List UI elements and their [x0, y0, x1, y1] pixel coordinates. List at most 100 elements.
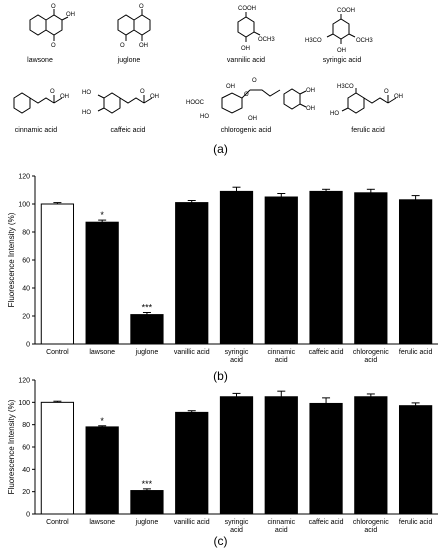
substituent-label: HO [82, 110, 91, 116]
substituent-label: OH [337, 48, 346, 54]
y-tick-label: 120 [18, 378, 30, 385]
substituent-label: COOH [238, 6, 256, 12]
category-label: cinnamic acid [267, 349, 295, 364]
substituent-label: OH [241, 46, 250, 52]
panel-label-b: (b) [213, 369, 228, 383]
panel-label-a: (a) [213, 142, 228, 156]
y-tick-label: 60 [22, 445, 30, 452]
substituent-label: O [140, 89, 145, 95]
bar [130, 490, 164, 515]
y-tick-label: 0 [26, 342, 30, 349]
substituent-label: O [51, 43, 56, 49]
substituent-label: OCH3 [356, 38, 373, 44]
substituent-label: OH [306, 106, 315, 112]
bar [175, 202, 209, 345]
category-label: caffeic acid [309, 349, 344, 356]
y-tick-label: 40 [22, 286, 30, 293]
category-label: juglone [135, 349, 159, 356]
significance-label: *** [142, 303, 153, 313]
significance-label: * [100, 210, 104, 220]
substituent-label: H3CO [305, 38, 322, 44]
y-tick-label: 20 [22, 489, 30, 496]
structure-name: chlorogenic acid [221, 127, 272, 134]
juglone-structure [117, 9, 151, 41]
substituent-label: O [120, 43, 125, 49]
chart-b: 0 20 40 60 80 100 120 Fluorescence Intensity (%… [7, 174, 438, 364]
category-label: juglone [135, 519, 159, 526]
category-label: cinnamic acid [267, 519, 295, 534]
substituent-label: OH [394, 94, 403, 100]
substituent-label: O [139, 4, 144, 10]
bar [85, 221, 119, 345]
bar [309, 190, 343, 345]
category-label: syringic acid [225, 349, 249, 364]
substituent-label: O [244, 92, 249, 98]
category-label: chlorogenic acid [353, 519, 389, 534]
substituent-label: OH [248, 116, 257, 122]
bar [40, 401, 75, 515]
structure-name: lawsone [27, 57, 53, 64]
substituent-label: OH [226, 84, 235, 90]
syringic-acid-structure [326, 14, 356, 44]
category-label: syringic acid [225, 519, 249, 534]
structure-name: caffeic acid [111, 127, 146, 134]
chart-c: 0 20 40 60 80 100 120 Fluorescence Intensity (%… [7, 378, 438, 534]
category-label: lawsone [89, 519, 115, 526]
category-label: Control [46, 519, 69, 526]
bar [130, 314, 164, 345]
y-tick-label: 100 [18, 400, 30, 407]
structure-name: ferulic acid [351, 127, 385, 134]
bar [219, 190, 254, 345]
bar [264, 196, 298, 345]
cinnamic-acid-structure [13, 92, 63, 114]
substituent-label: HO [330, 111, 339, 117]
structure-name: syringic acid [323, 57, 362, 64]
bar [219, 396, 254, 515]
y-tick-label: 120 [18, 174, 30, 181]
y-axis-label: Fluorescence Intensity (%) [7, 399, 16, 494]
bar [85, 426, 119, 515]
caffeic-acid-structure [97, 92, 153, 114]
significance-label: * [100, 416, 104, 426]
category-label: lawsone [89, 349, 115, 356]
chlorogenic-acid-structure [221, 88, 307, 114]
category-label: vanillic acid [174, 349, 210, 356]
bar [264, 396, 298, 515]
y-tick-label: 20 [22, 314, 30, 321]
category-label: Control [46, 349, 69, 356]
panel-label-c: (c) [213, 534, 228, 548]
substituent-label: H3CO [337, 84, 354, 90]
substituent-label: OH [306, 88, 315, 94]
substituent-label: HO [82, 90, 91, 96]
y-tick-label: 100 [18, 202, 30, 209]
bar [398, 199, 433, 345]
bar [175, 411, 209, 515]
substituent-label: O [51, 4, 56, 10]
y-axis-label: Fluorescence Intensity (%) [7, 212, 16, 307]
significance-label: *** [142, 479, 153, 489]
category-label: caffeic acid [309, 519, 344, 526]
substituent-label: O [50, 89, 55, 95]
structure-name: vannilic acid [227, 57, 265, 64]
y-tick-label: 80 [22, 422, 30, 429]
substituent-label: HOOC [186, 100, 205, 106]
category-label: ferulic acid [399, 519, 433, 526]
bar [354, 396, 388, 515]
substituent-label: OH [150, 94, 159, 100]
substituent-label: O [252, 78, 257, 84]
y-tick-label: 40 [22, 467, 30, 474]
category-label: chlorogenic acid [353, 349, 389, 364]
y-tick-label: 80 [22, 230, 30, 237]
category-label: vanillic acid [174, 519, 210, 526]
substituent-label: COOH [337, 8, 355, 14]
substituent-label: OCH3 [258, 37, 275, 43]
vannilic-acid-structure [237, 12, 261, 42]
bar [398, 405, 433, 515]
lawsone-structure [29, 9, 69, 41]
structure-name: cinnamic acid [15, 127, 58, 134]
bar [309, 402, 343, 515]
substituent-label: HO [200, 114, 209, 120]
y-tick-label: 0 [26, 512, 30, 519]
substituent-label: OH [60, 94, 69, 100]
